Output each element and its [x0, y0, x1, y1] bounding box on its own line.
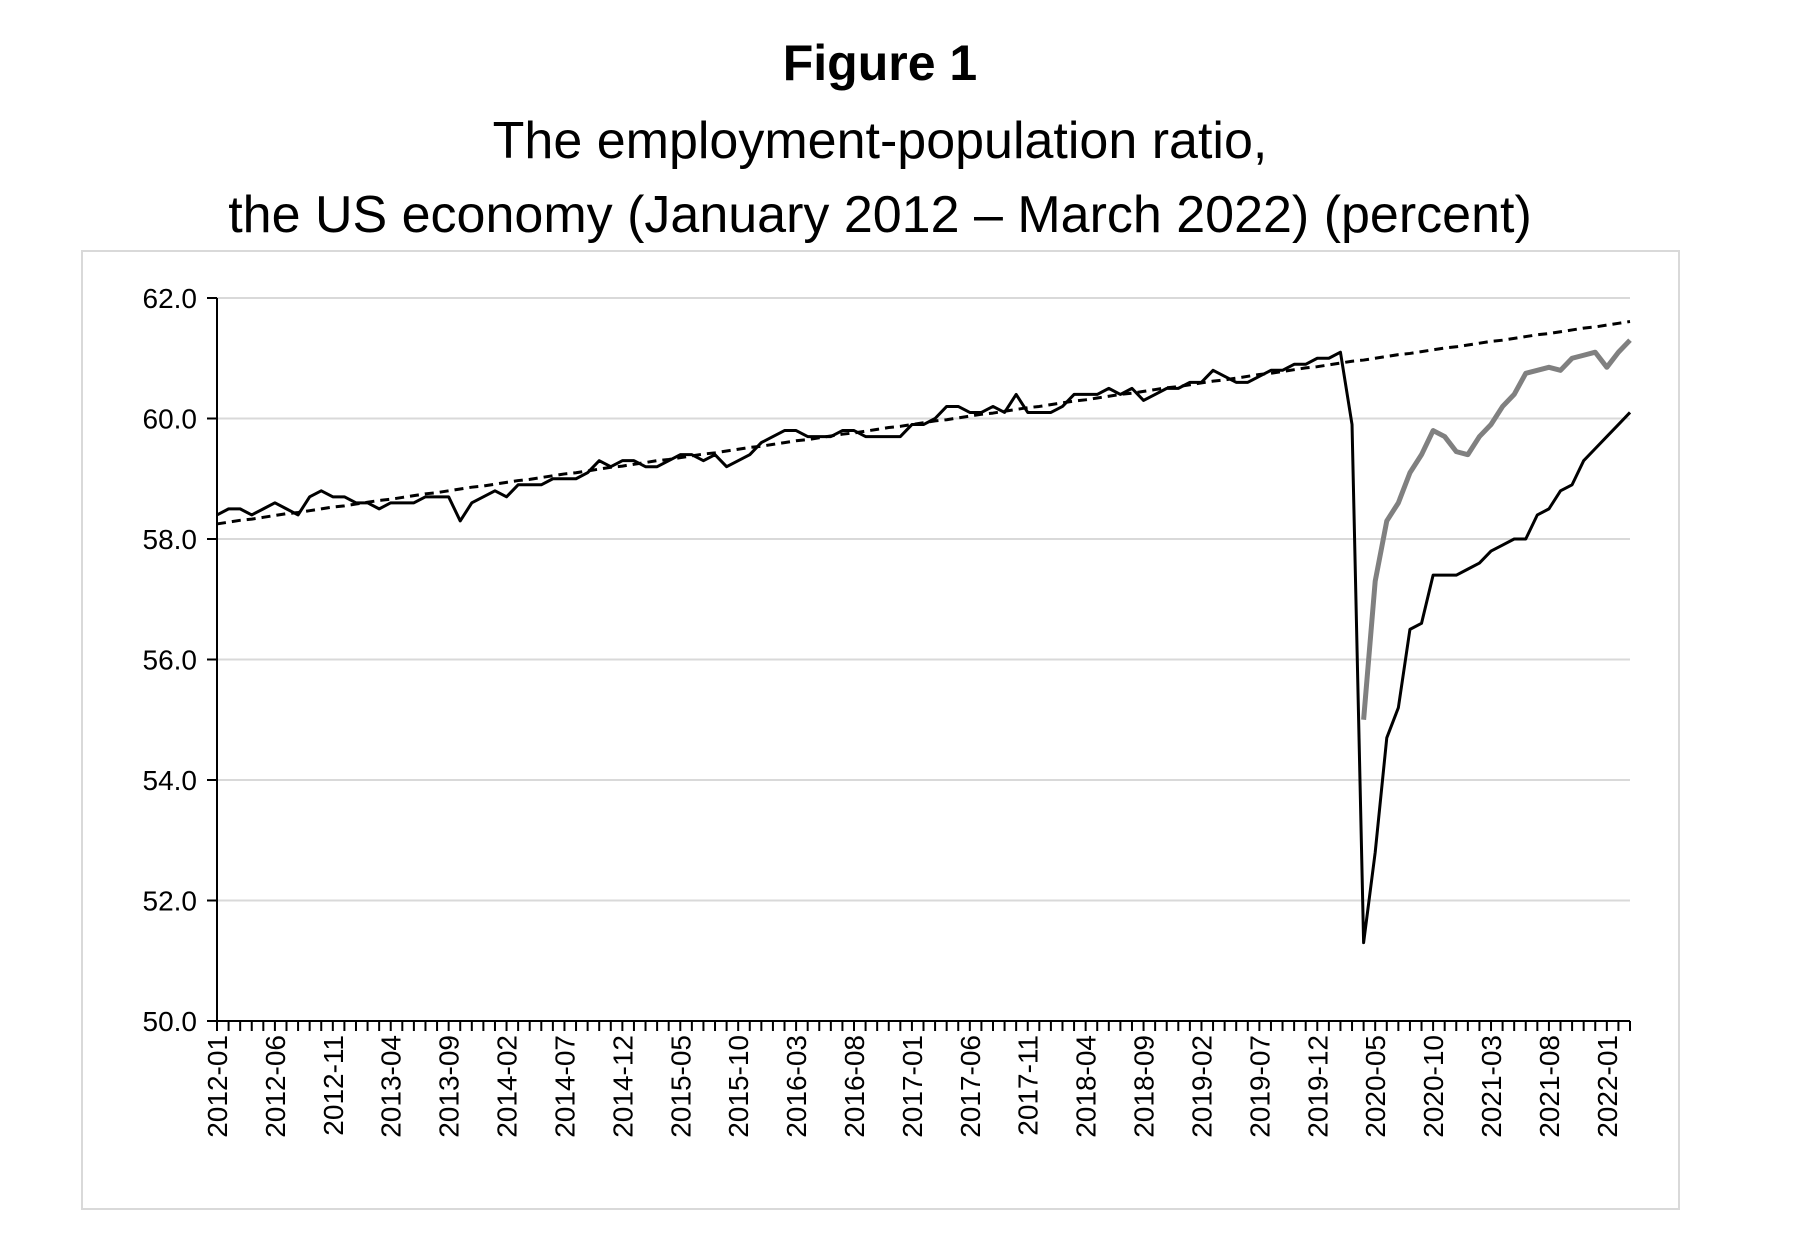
x-tick-label: 2015-10: [723, 1035, 754, 1138]
x-tick-label: 2012-06: [260, 1035, 291, 1138]
chart-subtitle: The employment-population ratio,: [493, 112, 1268, 170]
x-tick-label: 2021-03: [1476, 1035, 1507, 1138]
series-line: [216, 320, 1631, 526]
x-tick-label: 2022-01: [1592, 1035, 1623, 1138]
x-tick-label: 2020-10: [1418, 1035, 1449, 1138]
chart-frame: [81, 250, 1680, 1210]
x-tick-label: 2015-05: [665, 1035, 696, 1138]
x-tick-label: 2021-08: [1534, 1035, 1565, 1138]
x-tick-label: 2013-04: [376, 1035, 407, 1138]
x-tick-label: 2020-05: [1360, 1035, 1391, 1138]
x-tick-label: 2018-04: [1071, 1035, 1102, 1138]
x-tick-label: 2013-09: [434, 1035, 465, 1138]
x-tick-label: 2019-07: [1244, 1035, 1275, 1138]
series-line: [1361, 338, 1632, 720]
x-tick-label: 2016-03: [781, 1035, 812, 1138]
y-tick-label: 58.0: [143, 524, 198, 555]
x-tick-label: 2016-08: [839, 1035, 870, 1138]
x-tick-label: 2019-12: [1302, 1035, 1333, 1138]
x-tick-label: 2012-01: [202, 1035, 233, 1138]
x-tick-label: 2012-11: [318, 1035, 349, 1136]
x-tick-label: 2017-11: [1013, 1035, 1044, 1136]
x-tick-label: 2019-02: [1186, 1035, 1217, 1138]
chart-subtitle: the US economy (January 2012 – March 202…: [228, 186, 1532, 244]
x-tick-label: 2017-06: [955, 1035, 986, 1138]
x-tick-label: 2018-09: [1129, 1035, 1160, 1138]
x-tick-label: 2014-02: [492, 1035, 523, 1138]
x-tick-label: 2017-01: [897, 1035, 928, 1138]
y-tick-label: 62.0: [143, 283, 198, 314]
y-tick-label: 56.0: [143, 645, 198, 676]
x-tick-label: 2014-07: [549, 1035, 580, 1138]
y-tick-label: 54.0: [143, 765, 198, 796]
series-line: [216, 350, 1632, 945]
y-tick-label: 52.0: [143, 886, 198, 917]
y-tick-label: 60.0: [143, 404, 198, 435]
y-tick-label: 50.0: [143, 1006, 198, 1037]
chart-title: Figure 1: [783, 35, 977, 91]
x-tick-label: 2014-12: [607, 1035, 638, 1138]
